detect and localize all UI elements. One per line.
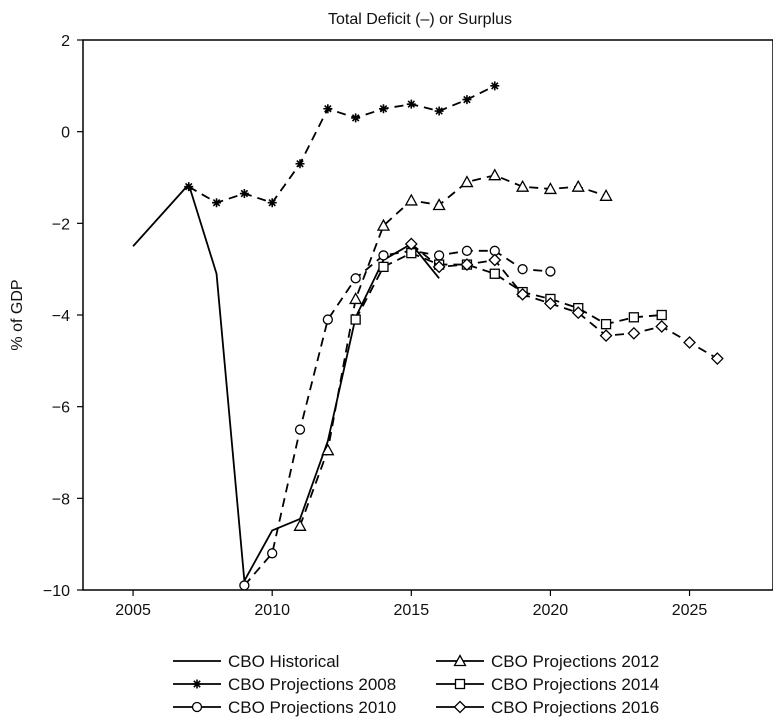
series-line (300, 175, 606, 526)
data-point-square (379, 262, 388, 271)
legend-label: CBO Projections 2008 (228, 675, 396, 694)
legend-label: CBO Historical (228, 652, 339, 671)
series-cbo-projections-2008 (184, 81, 499, 207)
data-point-circle (268, 549, 277, 558)
data-point-asterisk (184, 182, 193, 191)
legend-item: CBO Projections 2016 (436, 698, 659, 717)
plot-area-frame (83, 40, 773, 590)
data-point-asterisk (296, 159, 305, 168)
data-point-circle (351, 274, 360, 283)
data-point-diamond (656, 321, 667, 332)
x-tick-label: 2020 (533, 602, 569, 619)
data-point-circle (296, 425, 305, 434)
data-point-asterisk (268, 198, 277, 207)
data-point-circle (462, 246, 471, 255)
x-tick-label: 2015 (394, 602, 430, 619)
legend-item: CBO Historical (173, 652, 339, 671)
data-point-diamond (684, 337, 695, 348)
legend-label: CBO Projections 2012 (491, 652, 659, 671)
x-tick-label: 2025 (672, 602, 708, 619)
series-line (189, 86, 495, 203)
data-point-triangle (461, 177, 472, 187)
legend-marker-diamond (455, 702, 466, 713)
data-point-asterisk (462, 95, 471, 104)
legend-label: CBO Projections 2014 (491, 675, 659, 694)
data-point-circle (323, 315, 332, 324)
data-point-asterisk (240, 189, 249, 198)
x-tick-label: 2005 (115, 602, 151, 619)
data-point-circle (518, 265, 527, 274)
data-point-triangle (601, 190, 612, 200)
data-point-circle (379, 251, 388, 260)
data-point-square (629, 313, 638, 322)
data-point-asterisk (212, 198, 221, 207)
data-point-triangle (489, 170, 500, 180)
data-point-asterisk (351, 113, 360, 122)
data-point-triangle (517, 181, 528, 191)
data-point-triangle (406, 195, 417, 205)
y-tick-label: −6 (52, 400, 70, 417)
data-point-asterisk (435, 107, 444, 116)
data-point-square (657, 311, 666, 320)
y-tick-label: −8 (52, 491, 70, 508)
y-tick-label: −4 (52, 308, 70, 325)
data-point-square (602, 320, 611, 329)
y-tick-label: −2 (52, 216, 70, 233)
series-cbo-historical (133, 184, 439, 580)
data-point-triangle (350, 293, 361, 303)
data-point-diamond (628, 328, 639, 339)
series-cbo-projections-2016 (406, 238, 723, 364)
legend-marker-square (456, 680, 465, 689)
data-point-asterisk (379, 104, 388, 113)
series-line (356, 253, 662, 324)
series-group (133, 81, 723, 590)
y-tick-label: 0 (61, 125, 70, 142)
legend-label: CBO Projections 2016 (491, 698, 659, 717)
legend-item: CBO Projections 2008 (173, 675, 396, 694)
legend-item: CBO Projections 2010 (173, 698, 396, 717)
data-point-diamond (712, 353, 723, 364)
x-tick-label: 2010 (254, 602, 290, 619)
series-line (133, 184, 439, 580)
data-point-triangle (434, 200, 445, 210)
data-point-circle (240, 581, 249, 590)
legend: CBO Historical CBO Projections 2008 CBO Pr… (173, 652, 659, 717)
legend-item: CBO Projections 2014 (436, 675, 659, 694)
legend-label: CBO Projections 2010 (228, 698, 396, 717)
data-point-asterisk (323, 104, 332, 113)
y-tick-label: 2 (61, 33, 70, 50)
data-point-square (351, 315, 360, 324)
series-cbo-projections-2012 (295, 170, 612, 531)
series-line (244, 251, 550, 586)
data-point-triangle (295, 520, 306, 530)
legend-marker-asterisk (193, 680, 202, 689)
data-point-circle (435, 251, 444, 260)
legend-marker-circle (193, 703, 202, 712)
series-cbo-projections-2010 (240, 246, 555, 590)
data-point-asterisk (407, 100, 416, 109)
data-point-asterisk (490, 81, 499, 90)
data-point-circle (546, 267, 555, 276)
legend-item: CBO Projections 2012 (436, 652, 659, 671)
data-point-square (490, 269, 499, 278)
chart-title: Total Deficit (–) or Surplus (328, 11, 512, 28)
y-axis-label: % of GDP (9, 279, 26, 350)
series-line (411, 244, 717, 359)
y-tick-label: −10 (43, 583, 70, 600)
